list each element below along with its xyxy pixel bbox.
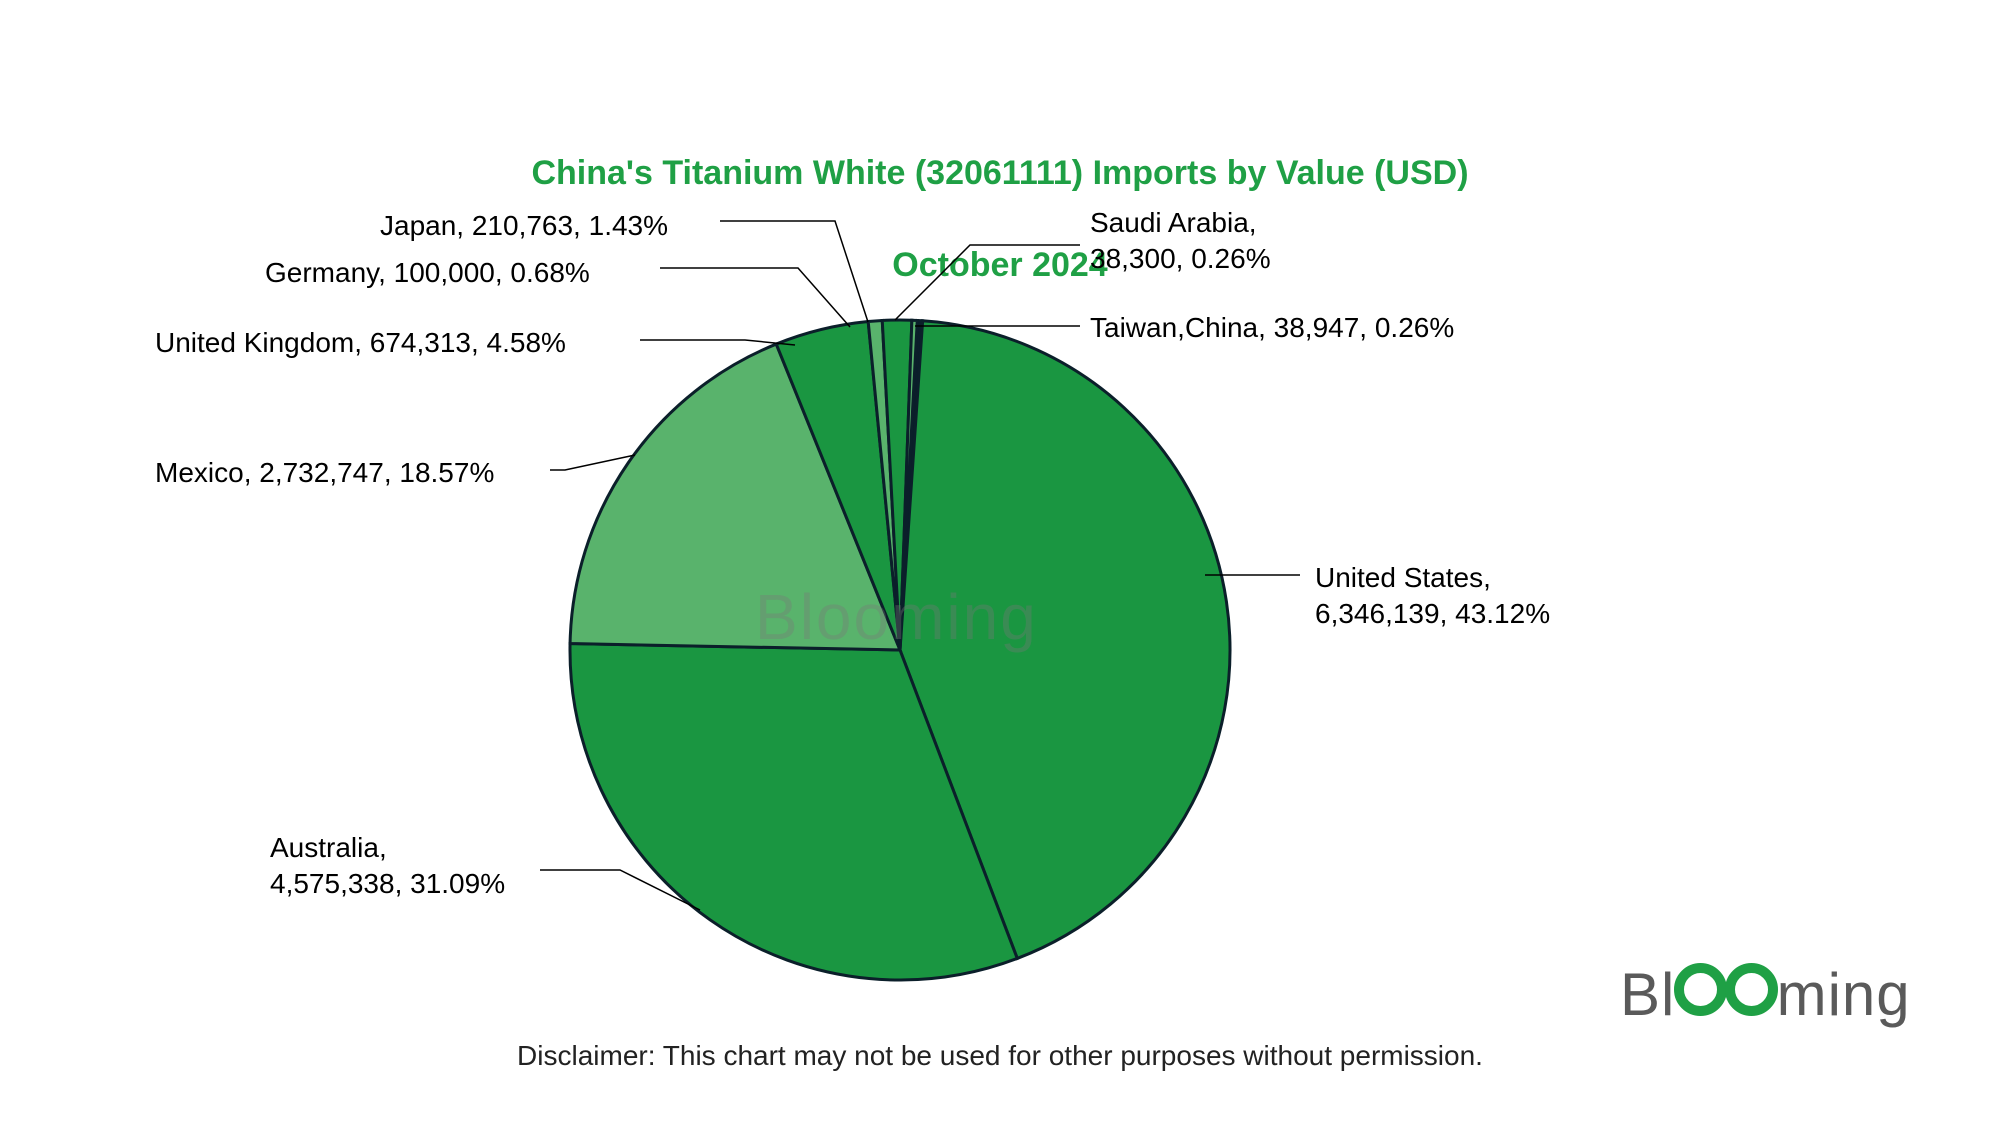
brand-prefix: Bl	[1620, 961, 1675, 1028]
pie-chart	[0, 0, 2000, 1125]
leader-line	[550, 455, 635, 470]
slice-label: United Kingdom, 674,313, 4.58%	[155, 325, 566, 361]
slice-label: Japan, 210,763, 1.43%	[380, 208, 668, 244]
brand-suffix: ming	[1777, 961, 1911, 1028]
slice-label: Taiwan,China, 38,947, 0.26%	[1090, 310, 1454, 346]
disclaimer-text: Disclaimer: This chart may not be used f…	[517, 1040, 1483, 1072]
slice-label: Saudi Arabia, 38,300, 0.26%	[1090, 205, 1271, 278]
slice-label: United States, 6,346,139, 43.12%	[1315, 560, 1550, 633]
leader-line	[895, 245, 1080, 320]
slice-label: Germany, 100,000, 0.68%	[265, 255, 590, 291]
brand-o1-icon	[1674, 963, 1727, 1016]
slice-label: Mexico, 2,732,747, 18.57%	[155, 455, 494, 491]
brand-o2-icon	[1725, 963, 1778, 1016]
leader-line	[660, 268, 850, 327]
leader-line	[720, 221, 868, 322]
leader-line	[640, 340, 795, 345]
slice-label: Australia, 4,575,338, 31.09%	[270, 830, 505, 903]
brand-logo: Bl ming	[1620, 960, 1911, 1029]
